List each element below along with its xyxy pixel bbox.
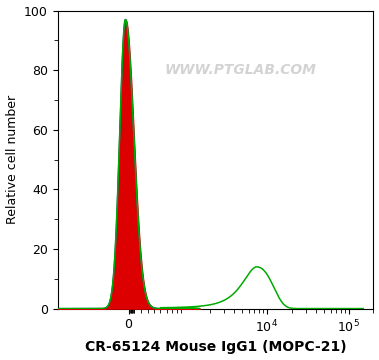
Y-axis label: Relative cell number: Relative cell number <box>6 95 19 224</box>
X-axis label: CR-65124 Mouse IgG1 (MOPC-21): CR-65124 Mouse IgG1 (MOPC-21) <box>85 341 346 355</box>
Text: WWW.PTGLAB.COM: WWW.PTGLAB.COM <box>165 63 317 77</box>
